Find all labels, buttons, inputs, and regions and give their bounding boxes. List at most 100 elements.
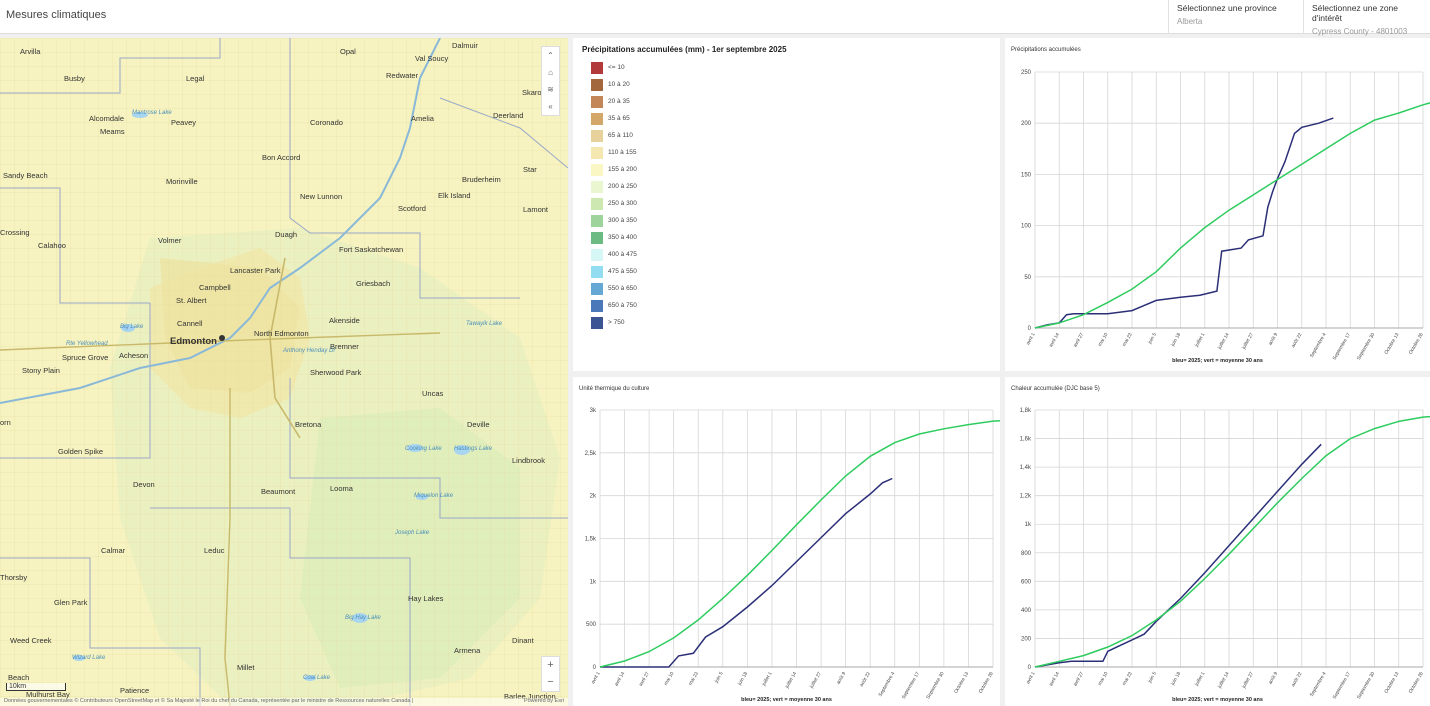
zoom-in-button[interactable]: +: [547, 659, 554, 671]
crop-heat-units-chart: avril 1 avril 14 avril 27 mai 10 mai 23 juin …: [585, 408, 1000, 700]
province-selector[interactable]: Sélectionnez une province Alberta: [1168, 0, 1302, 34]
x-tick-label: avril 14: [613, 671, 626, 688]
map-place-label: Mulhurst Bay: [26, 690, 70, 699]
legend-swatch: [591, 164, 603, 176]
map-place-label: Volmer: [158, 236, 182, 245]
legend-swatch: [591, 249, 603, 261]
x-tick-label: juin 5: [713, 671, 725, 685]
home-icon[interactable]: ⌂: [548, 68, 553, 77]
legend-swatch: [591, 283, 603, 295]
map-place-label: Legal: [186, 74, 205, 83]
map-place-label: Leduc: [204, 546, 225, 555]
legend-swatch: [591, 113, 603, 125]
x-tick-label: juillet 1: [761, 671, 774, 688]
x-tick-label: août 22: [859, 671, 872, 688]
scale-bar: 10km: [6, 683, 66, 691]
map-place-label: Arvilla: [20, 47, 41, 56]
map-place-label: Armena: [454, 646, 481, 655]
map-place-label: Sherwood Park: [310, 368, 362, 377]
zone-selector-value[interactable]: Cypress County - 4801003: [1312, 27, 1408, 36]
map-place-label: Star: [523, 165, 537, 174]
legend-swatch: [591, 181, 603, 193]
legend-label: 550 à 650: [608, 285, 637, 292]
x-tick-label: avril 1: [1025, 671, 1037, 685]
x-tick-label: mai 10: [1097, 332, 1110, 348]
map-toolbar: ⌃ ⌂ ≋ «: [541, 46, 560, 116]
map-place-label: Stony Plain: [22, 366, 60, 375]
x-tick-label: mai 10: [1097, 671, 1110, 687]
map-feature-label: Hastings Lake: [454, 446, 493, 452]
legend-label: 35 à 65: [608, 115, 630, 122]
x-tick-label: juillet 1: [1193, 332, 1206, 349]
x-tick-label: Septembre 4: [878, 671, 897, 698]
map-place-label: orn: [0, 418, 11, 427]
map-place-label: Looma: [330, 484, 353, 493]
y-tick-label: 3k: [590, 408, 597, 414]
map-place-label: Duagh: [275, 230, 298, 239]
powered-by[interactable]: Powered by Esri: [523, 698, 564, 704]
province-selector-value[interactable]: Alberta: [1177, 17, 1203, 26]
y-tick-label: 1k: [590, 579, 597, 585]
attribution-text: Données gouvernementales © Contributeurs…: [4, 698, 414, 704]
zone-selector[interactable]: Sélectionnez une zone d'intérêt Cypress …: [1303, 0, 1430, 36]
map-place-label: Morinville: [166, 177, 198, 186]
series-line: [1034, 117, 1334, 329]
accumulated-heat-chart-panel: Chaleur accumulée (DJC base 5) avril 1 av…: [1005, 377, 1430, 706]
map-place-label: Acheson: [119, 351, 149, 360]
zoom-out-button[interactable]: −: [547, 676, 554, 688]
map-attribution: Données gouvernementales © Contributeurs…: [0, 698, 568, 706]
map-feature-label: Anthony Henday Dr: [283, 348, 336, 354]
precipitation-chart: avril 1 avril 14 avril 27 mai 10 mai 23 juin …: [1021, 70, 1430, 361]
x-tick-label: Octobre 13: [1383, 671, 1400, 695]
x-tick-label: Octobre 26: [1408, 671, 1425, 695]
collapse-up-icon[interactable]: ⌃: [547, 51, 554, 60]
legend-swatch: [591, 215, 603, 227]
series-line: [1034, 102, 1430, 329]
map-feature-label: Cooking Lake: [405, 446, 442, 452]
x-tick-label: juillet 14: [784, 671, 799, 690]
x-tick-label: Septembre 30: [1356, 671, 1376, 700]
map-place-label: Val Soucy: [415, 54, 449, 63]
legend-label: 300 à 350: [608, 217, 637, 224]
legend-swatch: [591, 300, 603, 312]
x-tick-label: juin 5: [1147, 332, 1159, 346]
y-tick-label: 2,5k: [585, 451, 597, 457]
map-place-label: Fort Saskatchewan: [339, 245, 404, 254]
map-feature-label: Tawayik Lake: [466, 321, 503, 327]
accumulated-heat-chart-title: Chaleur accumulée (DJC base 5): [1011, 386, 1100, 392]
accumulated-heat-chart-footer: bleu= 2025; vert = moyenne 30 ans: [1172, 697, 1263, 703]
map-place-label: Bon Accord: [262, 153, 301, 162]
top-bar: Mesures climatiques Sélectionnez une pro…: [0, 0, 1430, 36]
map-place-label: Bruderheim: [462, 175, 501, 184]
map-place-label: Dinant: [512, 636, 534, 645]
precipitation-chart-panel: Précipitations accumulées avril 1 avril 1…: [1005, 38, 1430, 371]
legend-label: 350 à 400: [608, 234, 637, 241]
map-place-label: Golden Spike: [58, 447, 104, 456]
map-feature-label: Rte Yellowhead: [66, 341, 108, 347]
y-tick-label: 2k: [590, 494, 597, 500]
map-place-label: Cannell: [177, 319, 203, 328]
map-place-label: St. Albert: [176, 296, 207, 305]
collapse-left-icon[interactable]: «: [548, 102, 553, 111]
map-feature-label: Big Lake: [120, 324, 144, 330]
x-tick-label: mai 23: [1121, 671, 1134, 687]
series-line: [1034, 443, 1322, 668]
y-tick-label: 50: [1024, 275, 1031, 281]
y-tick-label: 800: [1021, 551, 1032, 557]
map-place-label: Lancaster Park: [230, 266, 281, 275]
map-place-label: Amelia: [411, 114, 434, 123]
layers-icon[interactable]: ≋: [547, 85, 554, 94]
x-tick-label: août 9: [1267, 332, 1279, 347]
y-tick-label: 1,5k: [585, 537, 597, 543]
map-place-label: Lamont: [523, 205, 549, 214]
y-tick-label: 100: [1021, 224, 1032, 230]
x-tick-label: avril 27: [1072, 671, 1085, 688]
series-line: [600, 477, 893, 668]
x-tick-label: avril 14: [1048, 671, 1061, 688]
map-view[interactable]: Arvilla Opal Dalmuir Val Soucy Busby Legal Red…: [0, 38, 568, 706]
map-place-label: North Edmonton: [254, 329, 309, 338]
x-tick-label: juillet 27: [1240, 332, 1255, 351]
map-feature-label: Mantrose Lake: [132, 110, 172, 116]
legend-swatch: [591, 130, 603, 142]
map-place-label: Opal: [340, 47, 356, 56]
